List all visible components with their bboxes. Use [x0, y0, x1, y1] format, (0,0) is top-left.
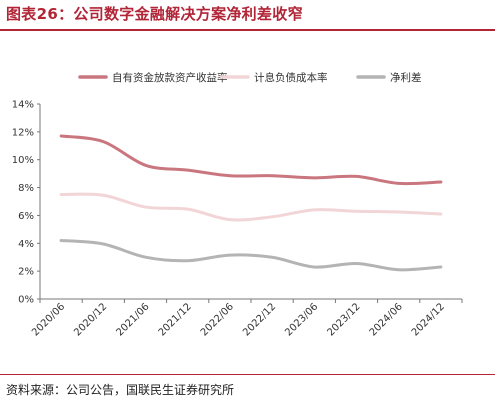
x-tick-label: 2021/12: [157, 301, 194, 338]
legend-label: 净利差: [390, 71, 422, 84]
footer-divider: [0, 374, 495, 375]
y-tick-label: 12%: [12, 127, 34, 138]
y-tick-label: 10%: [12, 155, 34, 166]
x-tick-label: 2023/12: [325, 301, 362, 338]
legend-label: 计息负债成本率: [254, 71, 328, 84]
x-tick-label: 2024/06: [368, 301, 405, 338]
x-tick-label: 2020/12: [72, 301, 109, 338]
series-line-3: [59, 239, 443, 272]
y-tick-label: 2%: [18, 267, 34, 278]
series-line-2: [59, 192, 443, 222]
series-line-1: [59, 134, 443, 186]
title-divider: [0, 29, 495, 31]
legend-label: 自有资金放款资产收益率: [112, 71, 228, 84]
x-tick-label: 2020/06: [30, 301, 67, 338]
y-tick-label: 8%: [18, 183, 34, 194]
line-chart: 自有资金放款资产收益率 计息负债成本率 净利差 0% 2% 4% 6% 8% 10% 12% 14…: [12, 71, 463, 338]
series-lines: [59, 134, 443, 272]
y-tick-label: 0%: [18, 295, 34, 306]
y-tick-label: 4%: [18, 239, 34, 250]
x-tick-label: 2021/06: [114, 301, 151, 338]
x-tick-label: 2023/06: [283, 301, 320, 338]
chart-title: 图表26：公司数字金融解决方案净利差收窄: [6, 5, 303, 23]
source-note: 资料来源：公司公告，国联民生证券研究所: [6, 383, 235, 397]
y-tick-label: 6%: [18, 211, 34, 222]
x-tick-label: 2022/12: [241, 301, 278, 338]
x-tick-label: 2022/06: [199, 301, 236, 338]
legend: 自有资金放款资产收益率 计息负债成本率 净利差: [78, 71, 422, 84]
x-tick-label: 2024/12: [410, 301, 447, 338]
header: 图表26：公司数字金融解决方案净利差收窄: [0, 0, 495, 31]
y-tick-label: 14%: [12, 100, 34, 111]
